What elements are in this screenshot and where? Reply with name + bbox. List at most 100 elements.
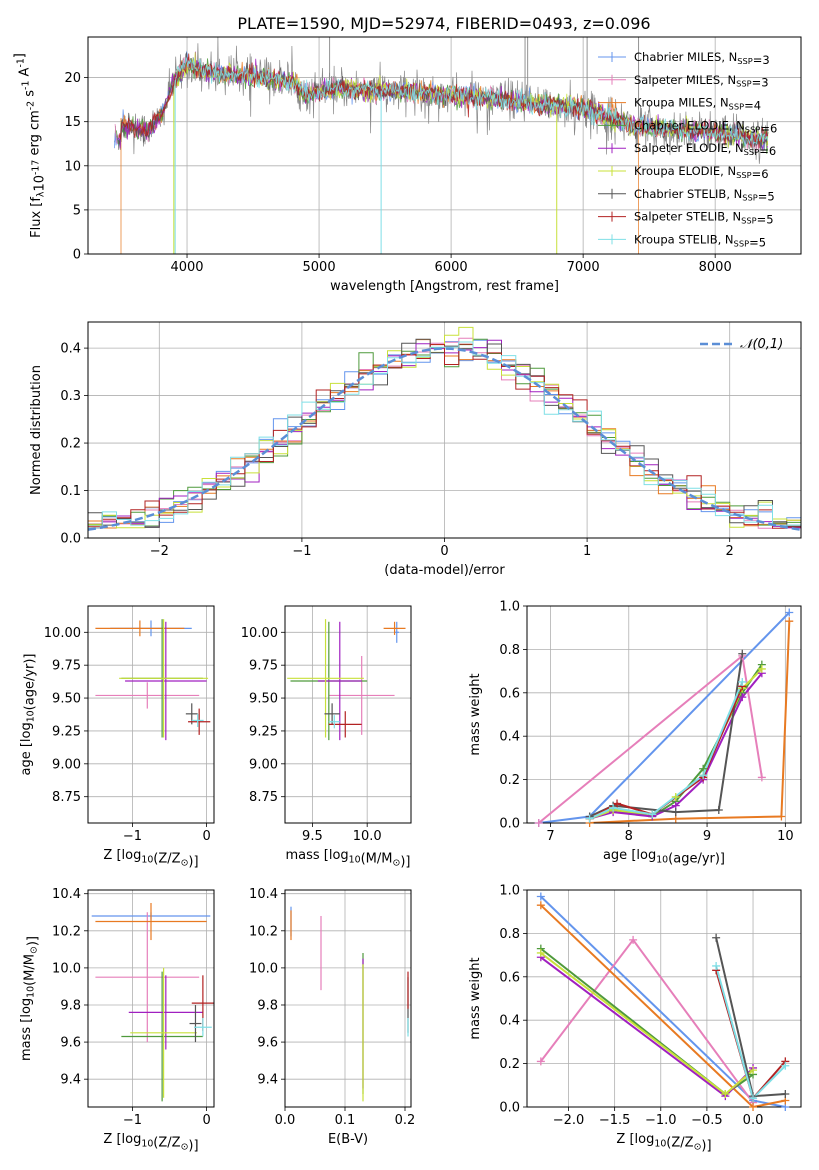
tick-label-x: 4000 (170, 260, 203, 275)
point-marker (536, 901, 545, 910)
point-marker (757, 664, 766, 673)
point-marker (536, 892, 545, 901)
series-line (715, 970, 787, 1101)
tick-label-y: 8.75 (52, 790, 81, 805)
tick-label-y: 9.75 (52, 659, 81, 674)
point-marker (738, 649, 747, 658)
axes-frame (87, 605, 215, 824)
point-marker (534, 819, 543, 827)
tick-label-y: 9.50 (52, 692, 81, 707)
tick-label-y: 10.0 (52, 961, 81, 976)
tick-label-x: −1.5 (599, 1113, 631, 1128)
legend-entry: Kroupa STELIB, NSSP=5 (634, 232, 766, 249)
tick-label-y: 10.2 (249, 924, 278, 939)
point-marker (749, 1103, 758, 1111)
legend-entry: 𝒩(0,1) (740, 337, 783, 352)
plot-area (540, 895, 787, 1107)
tick-label-y: 10.00 (44, 626, 81, 641)
tick-label-x: 0 (202, 829, 210, 844)
series-line (589, 685, 744, 820)
axes-massweight_vs_Z: −2.0 −1.5 −1.0 −0.5 0.0 0.0 0.2 0.4 0.6 0.8 1.0 Z [… (468, 884, 802, 1154)
tick-label-y: 5 (73, 203, 81, 218)
point-marker (781, 1061, 790, 1070)
tick-label-x: 8000 (699, 260, 732, 275)
tick-label-x: −2.0 (553, 1113, 585, 1128)
tick-label-x: 6000 (435, 260, 468, 275)
y-axis-label: Flux [fλ10-17 erg cm-2 s-1 A-1] (13, 53, 48, 238)
series-line (589, 681, 744, 820)
point-marker (671, 808, 680, 817)
point-marker (613, 799, 622, 808)
plot-area (114, 37, 769, 254)
tick-label-y: 0.8 (499, 643, 520, 658)
plot-area (538, 611, 791, 823)
tick-label-y: 0.0 (499, 817, 520, 832)
point-marker (536, 1057, 545, 1066)
tick-label-y: 0.0 (60, 532, 81, 547)
tick-label-x: −1 (123, 829, 142, 844)
tick-label-y: 9.00 (249, 757, 278, 772)
tick-label-y: 0.4 (60, 342, 81, 357)
x-axis-label: E(B-V) (328, 1132, 368, 1147)
tick-label-y: 9.6 (60, 1036, 81, 1051)
axes-frame (284, 605, 412, 824)
legend-entry: Chabrier MILES, NSSP=3 (634, 50, 770, 67)
tick-label-y: 10.4 (52, 887, 81, 902)
legend-entry: Chabrier STELIB, NSSP=5 (634, 187, 775, 204)
x-axis-label: age [log10(age/yr)] (603, 848, 725, 866)
tick-label-y: 9.8 (257, 998, 278, 1013)
tick-label-y: 0.6 (499, 970, 520, 985)
tick-label-x: 7000 (567, 260, 600, 275)
tick-label-y: 9.50 (249, 692, 278, 707)
tick-label-x: 10.0 (353, 829, 382, 844)
chart-title: PLATE=1590, MJD=52974, FIBERID=0493, z=0… (237, 14, 650, 33)
axes-frame (526, 605, 802, 824)
plot-area (287, 619, 406, 741)
x-axis-label: (data-model)/error (384, 563, 505, 578)
tick-label-y: 10.4 (249, 887, 278, 902)
tick-label-x: −0.5 (691, 1113, 723, 1128)
tick-label-y: 0.1 (60, 484, 81, 499)
y-axis-label: mass weight (468, 957, 483, 1039)
tick-label-y: 0.2 (60, 437, 81, 452)
tick-label-y: 9.8 (60, 998, 81, 1013)
series-line (589, 621, 791, 823)
series-line (540, 938, 754, 1104)
tick-label-y: 0.2 (499, 1057, 520, 1072)
point-marker (585, 814, 594, 823)
tick-label-x: −1 (123, 1113, 142, 1128)
point-marker (738, 677, 747, 686)
point-marker (712, 933, 721, 942)
point-marker (781, 1089, 790, 1098)
tick-label-y: 0.2 (499, 773, 520, 788)
x-axis-label: mass [log10(M/M⊙)] (285, 848, 410, 870)
point-marker (785, 617, 794, 626)
tick-label-x: 8 (625, 829, 633, 844)
tick-label-y: 9.4 (60, 1073, 81, 1088)
legend-entry: Kroupa MILES, NSSP=4 (634, 96, 761, 113)
gaussian-curve (88, 347, 801, 531)
point-marker (749, 1094, 758, 1103)
x-axis-label: Z [log10(Z/Z⊙)] (103, 1132, 198, 1154)
y-axis-label: mass weight (468, 673, 483, 755)
tick-label-x: 2 (726, 544, 734, 559)
x-axis-label: Z [log10(Z/Z⊙)] (103, 848, 198, 870)
plot-area (290, 906, 409, 1102)
plot-area (88, 326, 801, 531)
tick-label-x: 1 (583, 544, 591, 559)
axes-age_vs_Z: −1 0 8.75 9.00 9.25 9.50 9.75 10.00 Z [log10(Z/Z… (19, 605, 215, 870)
tick-label-x: −1 (292, 544, 311, 559)
series-line (540, 947, 754, 1096)
point-marker (721, 1089, 730, 1098)
tick-label-y: 0.0 (499, 1101, 520, 1116)
tick-label-y: 9.00 (52, 757, 81, 772)
tick-label-x: 0 (202, 1113, 210, 1128)
point-marker (609, 803, 618, 812)
point-marker (536, 948, 545, 957)
axes-mass_vs_Z: −1 0 9.4 9.6 9.8 10.0 10.2 10.4 Z [log10(Z/Z⊙)] m… (19, 887, 215, 1154)
legend-entry: Chabrier ELODIE, NSSP=6 (634, 118, 777, 135)
tick-label-x: −2 (150, 544, 169, 559)
legend-entry: Kroupa ELODIE, NSSP=6 (634, 164, 769, 181)
y-axis-label: Normed distribution (29, 365, 44, 495)
x-axis-label: wavelength [Angstrom, rest frame] (330, 279, 559, 294)
